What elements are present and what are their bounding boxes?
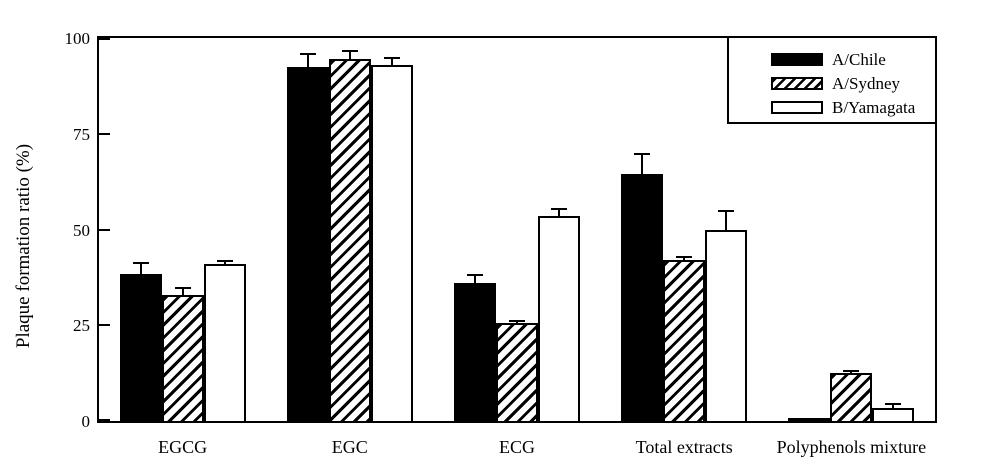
bar-a-sydney-egc: [328, 59, 371, 421]
bar-a-sydney-polyphenols-mixture: [830, 373, 873, 421]
error-bar-cap: [299, 53, 316, 56]
error-bar-cap: [509, 319, 525, 322]
bar-b-yamagata-polyphenols-mixture: [872, 407, 915, 421]
y-axis-tick: [99, 38, 110, 40]
legend-item-a-chile: A/Chile: [771, 47, 935, 71]
error-bar-cap: [885, 403, 902, 405]
bar-b-yamagata-egc: [370, 64, 413, 421]
legend-swatch-white-icon: [771, 100, 823, 114]
legend-label: A/Chile: [832, 49, 886, 69]
error-bar-cap: [132, 262, 149, 265]
error-bar-stem: [181, 286, 184, 295]
error-bar-cap: [383, 57, 400, 60]
error-bar-stem: [558, 208, 560, 217]
error-bar-stem: [139, 262, 142, 274]
bar-a-chile-polyphenols-mixture: [788, 418, 831, 421]
legend-swatch-hatched-icon: [771, 76, 823, 90]
error-bar-cap: [174, 286, 191, 289]
error-bar-cap: [467, 273, 483, 276]
error-bar-stem: [348, 49, 351, 60]
y-axis-tick-label: 100: [64, 29, 91, 48]
error-bar-cap: [843, 370, 860, 373]
bar-b-yamagata-egcg: [203, 263, 246, 421]
plot-area: A/Chile A/Sydney B/Yamagata: [97, 36, 937, 423]
x-category-label: Total extracts: [635, 437, 733, 457]
error-bar-cap: [551, 208, 567, 211]
error-bar-cap: [341, 49, 358, 52]
y-axis-tick-label: 0: [81, 412, 91, 431]
bar-a-chile-total-extracts: [621, 173, 664, 421]
error-bar-stem: [725, 210, 728, 230]
bar-a-chile-ecg: [454, 283, 496, 421]
bar-b-yamagata-ecg: [538, 216, 580, 421]
error-bar-cap: [216, 260, 233, 263]
error-bar-stem: [892, 403, 895, 408]
y-axis-tick: [99, 419, 110, 421]
legend-item-a-sydney: A/Sydney: [771, 71, 935, 95]
legend-label: A/Sydney: [832, 73, 900, 93]
legend-item-b-yamagata: B/Yamagata: [771, 95, 935, 119]
error-bar-stem: [641, 152, 644, 174]
y-axis-tick: [99, 132, 110, 135]
error-bar-cap: [718, 210, 735, 213]
bar-a-sydney-egcg: [161, 294, 204, 421]
bar-b-yamagata-total-extracts: [705, 229, 748, 421]
bar-a-chile-egcg: [119, 273, 162, 421]
bar-a-chile-egc: [286, 66, 329, 421]
x-category-label: EGCG: [158, 437, 208, 457]
legend-swatch-solid-black-icon: [771, 52, 823, 66]
bar-a-sydney-ecg: [496, 323, 538, 421]
error-bar-stem: [306, 53, 309, 67]
error-bar-cap: [634, 152, 651, 155]
y-axis-tick: [99, 228, 110, 231]
x-category-label: EGC: [331, 437, 368, 457]
y-axis-tick-label: 75: [73, 124, 90, 144]
legend-label: B/Yamagata: [832, 97, 916, 117]
error-bar-cap: [676, 256, 693, 259]
error-bar-stem: [390, 57, 393, 65]
y-axis-title: Plaque formation ratio (%): [13, 143, 34, 349]
x-category-label: Polyphenols mixture: [776, 437, 927, 457]
x-category-label: ECG: [499, 437, 535, 457]
y-axis-tick: [99, 324, 110, 327]
legend: A/Chile A/Sydney B/Yamagata: [727, 38, 935, 124]
error-bar-stem: [474, 273, 476, 284]
y-axis-tick-label: 25: [73, 316, 90, 336]
y-axis-tick-label: 50: [73, 220, 90, 240]
bar-a-sydney-total-extracts: [663, 260, 706, 421]
